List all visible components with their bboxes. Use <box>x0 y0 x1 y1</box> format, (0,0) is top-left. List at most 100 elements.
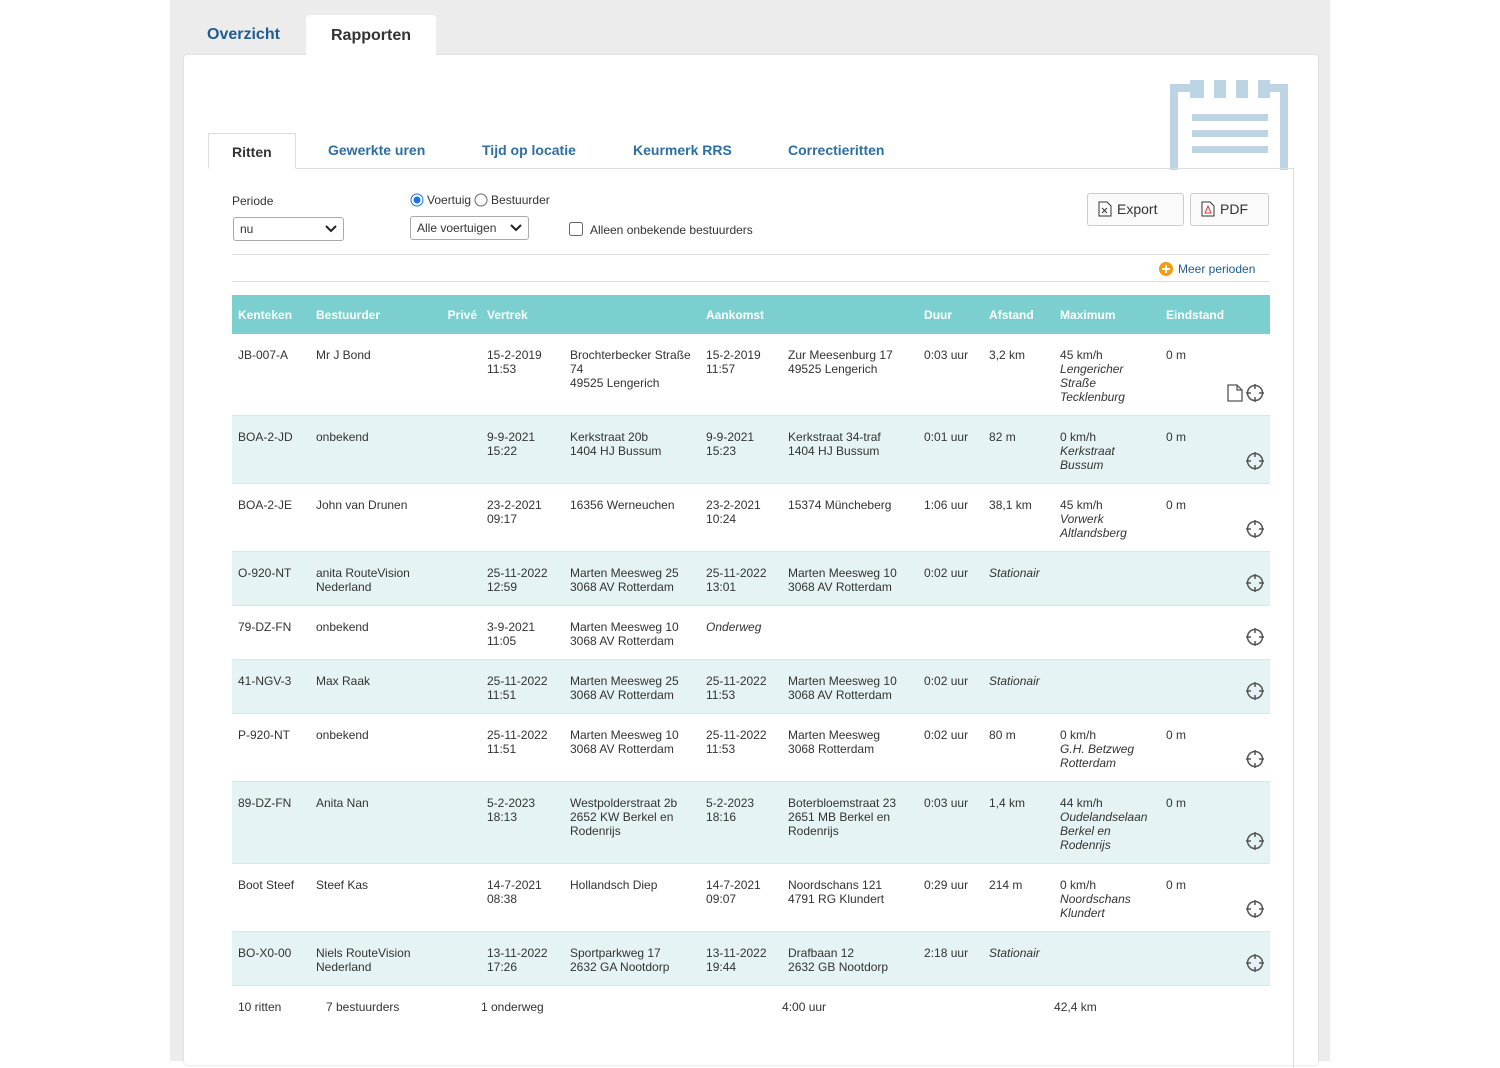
cell-eindstand <box>1160 931 1211 986</box>
max-location: Lengericher Straße <box>1060 362 1124 390</box>
select-value: Alle voertuigen <box>417 221 497 235</box>
max-speed: 45 km/h <box>1060 498 1103 512</box>
icon-shape <box>1246 520 1265 538</box>
subtab-ritten[interactable]: Ritten <box>208 133 296 169</box>
address-line: Hollandsch Diep <box>570 878 658 892</box>
locate-icon[interactable] <box>1246 574 1265 592</box>
time: 17:26 <box>487 960 518 974</box>
cell-afstand: Stationair <box>983 659 1055 714</box>
cell-maximum: 45 km/h Lengericher Straße Tecklenburg <box>1054 334 1161 416</box>
cell-aankomst: 9-9-2021 15:23 <box>700 415 783 484</box>
pdf-button[interactable]: PDF <box>1190 193 1269 226</box>
time: 11:51 <box>487 742 517 756</box>
radio-checked[interactable] <box>410 193 424 207</box>
trip-row: Boot Steef Steef Kas 14-7-2021 08:38 Holland… <box>232 863 1271 932</box>
locate-icon[interactable] <box>1246 520 1265 538</box>
cell-aankomst: 25-11-2022 11:53 <box>700 713 783 782</box>
subtab[interactable]: Keurmerk RRS <box>633 142 732 158</box>
cell-vertrek: 23-2-2021 09:17 <box>481 483 564 552</box>
footer-bestuurders: 7 bestuurders <box>326 1000 400 1014</box>
cell-van: Marten Meesweg 25 3068 AV Rotterdam <box>564 659 701 714</box>
icon-shape <box>1227 384 1243 402</box>
column-header[interactable]: Eindstand <box>1160 295 1271 334</box>
divider <box>232 254 1270 255</box>
date: 9-9-2021 <box>706 430 755 444</box>
period-select[interactable]: nu <box>233 217 344 241</box>
cell-duur: 0:02 uur <box>918 551 984 606</box>
cell-kenteken: 41-NGV-3 <box>232 659 310 714</box>
cell-duur: 1:06 uur <box>918 483 984 552</box>
cell-kenteken: JB-007-A <box>232 334 310 416</box>
radio[interactable] <box>474 193 488 207</box>
time: 11:05 <box>487 634 517 648</box>
cell-vertrek: 15-2-2019 11:53 <box>481 334 564 416</box>
time: 18:16 <box>706 810 737 824</box>
vehicle-select[interactable]: Alle voertuigen <box>410 216 529 240</box>
max-speed: 0 km/h <box>1060 430 1097 444</box>
column-header[interactable]: Vertrek <box>481 295 701 334</box>
clipboard-icon <box>1170 78 1288 170</box>
locate-icon[interactable] <box>1246 682 1265 700</box>
cell-naar: Drafbaan 12 2632 GB Nootdorp <box>782 931 919 986</box>
locate-icon[interactable] <box>1246 628 1265 646</box>
cell-afstand: 38,1 km <box>983 483 1055 552</box>
column-header[interactable]: Aankomst <box>700 295 919 334</box>
icon-shape <box>1246 384 1265 402</box>
column-header[interactable]: Afstand <box>983 295 1055 334</box>
cell-afstand: 3,2 km <box>983 334 1055 416</box>
export-button[interactable]: Export <box>1087 193 1184 226</box>
date: 15-2-2019 <box>706 348 761 362</box>
cell-eindstand: 0 m <box>1160 334 1211 416</box>
cell-kenteken: BOA-2-JD <box>232 415 310 484</box>
document-icon[interactable] <box>1226 384 1244 402</box>
tab-overzicht[interactable]: Overzicht <box>207 26 280 43</box>
locate-icon[interactable] <box>1246 384 1265 402</box>
checkbox[interactable] <box>569 222 583 236</box>
date: 14-7-2021 <box>706 878 761 892</box>
date: 15-2-2019 <box>487 348 542 362</box>
cell-eindstand: 0 m <box>1160 781 1211 864</box>
more-periods-link[interactable]: Meer perioden <box>1159 262 1255 276</box>
date: 5-2-2023 <box>487 796 536 810</box>
subtab[interactable]: Tijd op locatie <box>482 142 576 158</box>
time: 13:01 <box>706 580 737 594</box>
trip-row: 79-DZ-FN onbekend 3-9-2021 11:05 Marten Mees… <box>232 605 1271 660</box>
cell-aankomst: 14-7-2021 09:07 <box>700 863 783 932</box>
subtab[interactable]: Correctieritten <box>788 142 885 158</box>
trip-row: O-920-NT anita RouteVision Nederland 25-11… <box>232 551 1271 606</box>
locate-icon[interactable] <box>1246 832 1265 850</box>
locate-icon[interactable] <box>1246 954 1265 972</box>
address-line: Marten Meesweg 10 <box>570 620 679 634</box>
locate-icon[interactable] <box>1246 900 1265 918</box>
column-header[interactable]: Duur <box>918 295 984 334</box>
column-header[interactable]: Kenteken <box>232 295 310 334</box>
locate-icon[interactable] <box>1246 452 1265 470</box>
cell-prive <box>440 713 481 782</box>
column-header[interactable]: Maximum <box>1054 295 1161 334</box>
column-header[interactable]: Bestuurder <box>310 295 440 334</box>
cell-aankomst: 15-2-2019 11:57 <box>700 334 783 416</box>
tab-rapporten[interactable]: Rapporten <box>306 15 436 57</box>
address-line: Marten Meesweg 10 <box>788 674 897 688</box>
cell-naar: Noordschans 121 4791 RG Klundert <box>782 863 919 932</box>
cell-van: Brochterbecker Straße 74 49525 Lengerich <box>564 334 701 416</box>
address-line: Marten Meesweg 25 <box>570 566 679 580</box>
cell-prive <box>440 931 481 986</box>
address-line: Marten Meesweg <box>788 728 881 742</box>
locate-icon[interactable] <box>1246 750 1265 768</box>
cell-bestuurder: Steef Kas <box>310 863 440 932</box>
address-line: 15374 Müncheberg <box>788 498 892 512</box>
cell-kenteken: BOA-2-JE <box>232 483 310 552</box>
max-location: Oudelandselaan <box>1060 810 1148 824</box>
cell-kenteken: 79-DZ-FN <box>232 605 310 660</box>
time: 11:53 <box>706 688 736 702</box>
odometer: 0 m <box>1166 728 1187 742</box>
trip-row: 41-NGV-3 Max Raak 25-11-2022 11:51 Marten Me… <box>232 659 1271 714</box>
subtab[interactable]: Gewerkte uren <box>328 142 426 158</box>
subtab-line <box>208 168 1294 169</box>
address-line: Marten Meesweg 10 <box>570 728 679 742</box>
time: 15:22 <box>487 444 518 458</box>
column-header[interactable]: Privé <box>440 295 481 334</box>
cell-duur: 0:02 uur <box>918 713 984 782</box>
